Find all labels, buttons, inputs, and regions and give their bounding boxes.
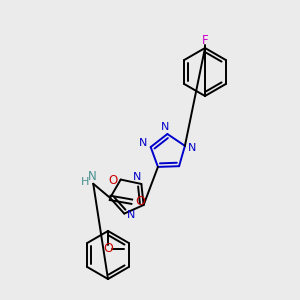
Text: H: H (81, 177, 89, 187)
Text: N: N (139, 138, 147, 148)
Text: O: O (135, 195, 145, 208)
Text: O: O (103, 242, 113, 256)
Text: O: O (108, 174, 117, 187)
Text: F: F (202, 34, 208, 47)
Text: N: N (88, 170, 97, 183)
Text: N: N (161, 122, 170, 132)
Text: N: N (127, 210, 135, 220)
Text: N: N (188, 143, 196, 153)
Text: N: N (133, 172, 142, 182)
